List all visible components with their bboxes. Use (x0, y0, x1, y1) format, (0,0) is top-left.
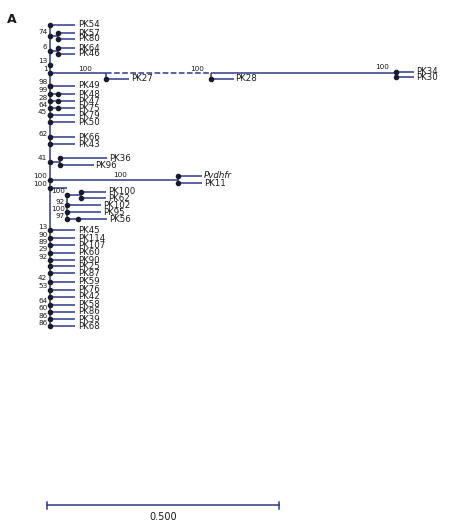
Text: 28: 28 (38, 95, 47, 100)
Text: 45: 45 (38, 109, 47, 115)
Text: PK56: PK56 (109, 215, 130, 224)
Text: 64: 64 (38, 101, 47, 108)
Text: PK27: PK27 (132, 74, 154, 83)
Text: 100: 100 (190, 66, 204, 72)
Text: PK59: PK59 (78, 277, 100, 286)
Text: PK46: PK46 (78, 49, 100, 58)
Text: PK60: PK60 (78, 248, 100, 257)
Text: 89: 89 (38, 239, 47, 244)
Text: PK66: PK66 (78, 133, 100, 142)
Text: PK57: PK57 (78, 29, 100, 37)
Text: PK30: PK30 (416, 73, 438, 82)
Text: 74: 74 (38, 30, 47, 35)
Text: PK39: PK39 (78, 315, 100, 324)
Text: PK100: PK100 (108, 187, 136, 196)
Text: 100: 100 (375, 64, 389, 70)
Text: 86: 86 (38, 320, 47, 326)
Text: 64: 64 (38, 298, 47, 304)
Text: 90: 90 (38, 232, 47, 238)
Text: PK48: PK48 (78, 90, 100, 99)
Text: 1: 1 (43, 67, 47, 72)
Text: PK11: PK11 (204, 179, 226, 188)
Text: PK95: PK95 (103, 208, 125, 217)
Text: PK64: PK64 (78, 44, 100, 53)
Text: A: A (7, 13, 16, 26)
Text: 98: 98 (38, 79, 47, 85)
Text: 100: 100 (51, 206, 65, 212)
Text: PK62: PK62 (108, 194, 130, 203)
Text: PK68: PK68 (78, 322, 100, 331)
Text: 62: 62 (38, 130, 47, 137)
Text: PK79: PK79 (78, 111, 100, 120)
Text: 99: 99 (38, 88, 47, 93)
Text: 42: 42 (38, 275, 47, 281)
Text: 60: 60 (38, 305, 47, 311)
Text: PK75: PK75 (78, 103, 100, 113)
Text: PK25: PK25 (78, 262, 100, 271)
Text: PK58: PK58 (78, 300, 100, 309)
Text: PK42: PK42 (78, 293, 100, 301)
Text: 6: 6 (43, 44, 47, 50)
Text: PK87: PK87 (78, 269, 100, 278)
Text: PK86: PK86 (78, 307, 100, 316)
Text: 100: 100 (113, 172, 127, 178)
Text: PK114: PK114 (78, 234, 105, 243)
Text: 53: 53 (38, 283, 47, 289)
Text: 92: 92 (38, 253, 47, 260)
Text: 13: 13 (38, 58, 47, 64)
Text: 13: 13 (38, 223, 47, 230)
Text: 100: 100 (33, 181, 47, 187)
Text: PK96: PK96 (96, 161, 117, 170)
Text: PK49: PK49 (78, 81, 100, 90)
Text: PK50: PK50 (78, 118, 100, 127)
Text: PK80: PK80 (78, 34, 100, 43)
Text: 97: 97 (56, 213, 65, 219)
Text: PK47: PK47 (78, 97, 100, 106)
Text: PK36: PK36 (109, 154, 130, 163)
Text: 29: 29 (38, 246, 47, 252)
Text: 41: 41 (38, 155, 47, 161)
Text: PK28: PK28 (236, 74, 257, 83)
Text: 100: 100 (78, 66, 91, 72)
Text: Pvdhfr: Pvdhfr (204, 171, 232, 180)
Text: 0.500: 0.500 (149, 512, 177, 522)
Text: PK45: PK45 (78, 225, 100, 235)
Text: PK107: PK107 (78, 241, 105, 250)
Text: PK102: PK102 (103, 201, 130, 210)
Text: PK43: PK43 (78, 140, 100, 149)
Text: PK90: PK90 (78, 256, 100, 265)
Text: 100: 100 (51, 188, 65, 194)
Text: PK54: PK54 (78, 20, 100, 29)
Text: PK34: PK34 (416, 67, 438, 76)
Text: 92: 92 (56, 199, 65, 205)
Text: 86: 86 (38, 313, 47, 319)
Text: PK76: PK76 (78, 285, 100, 294)
Text: 100: 100 (33, 173, 47, 179)
